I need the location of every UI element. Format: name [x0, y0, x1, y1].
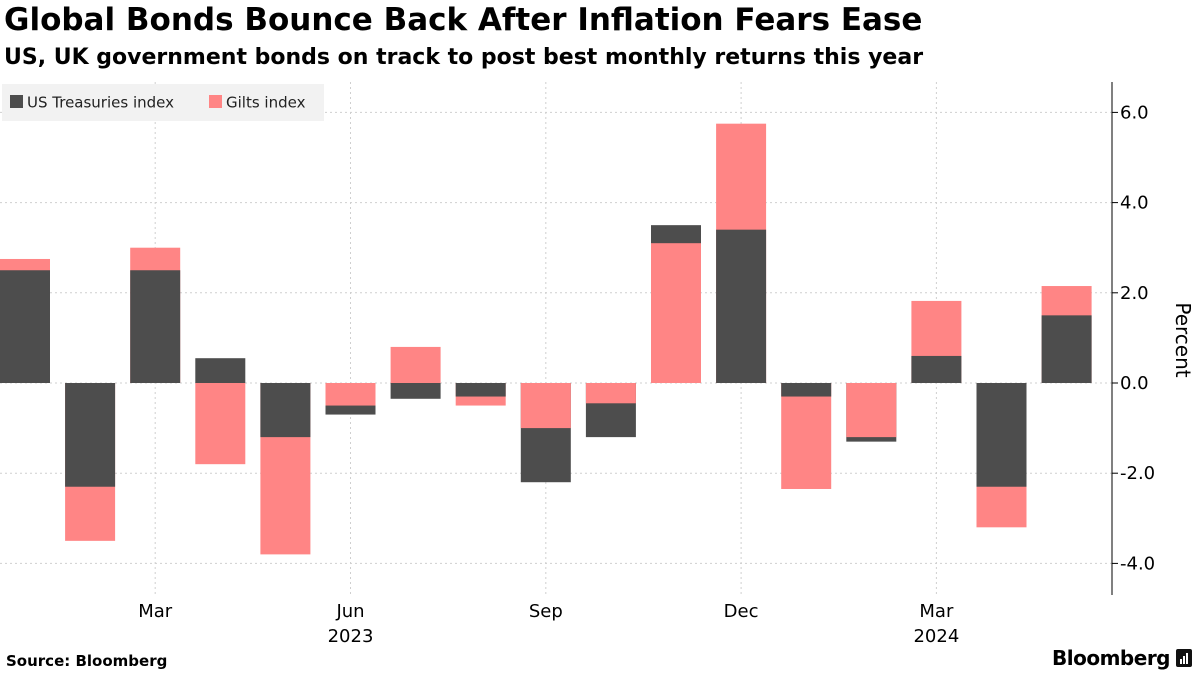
legend-swatch [209, 95, 222, 108]
bar-us-treasuries [455, 383, 506, 397]
legend-label: Gilts index [226, 94, 306, 112]
bar-us-treasuries [390, 383, 441, 399]
bar-us-treasuries [716, 229, 767, 383]
legend-swatch [10, 95, 23, 108]
bar-us-treasuries [911, 355, 962, 383]
bar-gilts [325, 383, 376, 406]
bar-us-treasuries [781, 383, 832, 397]
x-axis: Mar Jun Sep Dec Mar 2023 2024 [138, 601, 959, 647]
source-note: Source: Bloomberg [6, 652, 168, 670]
x-year-label: 2023 [328, 626, 374, 647]
bar-gilts [390, 346, 441, 383]
y-tick-label: -4.0 [1120, 553, 1155, 574]
bar-us-treasuries [65, 383, 116, 487]
brand-name: Bloomberg [1052, 646, 1170, 670]
brand-logo: Bloomberg [1052, 646, 1192, 670]
x-tick-label: Mar [919, 601, 954, 622]
bar-us-treasuries [195, 358, 246, 383]
y-axis-label: Percent [1171, 302, 1195, 377]
y-tick-label: 4.0 [1120, 193, 1149, 214]
y-tick-label: 2.0 [1120, 283, 1149, 304]
x-year-label: 2024 [913, 626, 959, 647]
chart-title: Global Bonds Bounce Back After Inflation… [4, 2, 923, 38]
bar-gilts [585, 383, 636, 404]
y-tick-label: 6.0 [1120, 102, 1149, 123]
bar-gilts [520, 383, 571, 429]
y-tick-label: 0.0 [1120, 373, 1149, 394]
bar-us-treasuries [130, 270, 181, 383]
bar-gilts [651, 243, 701, 383]
chart-subtitle: US, UK government bonds on track to post… [4, 45, 924, 70]
bar-us-treasuries [976, 383, 1027, 487]
y-tick-label: -2.0 [1120, 463, 1155, 484]
legend-label: US Treasuries index [27, 94, 174, 112]
bars [0, 123, 1092, 555]
legend-background [2, 84, 324, 121]
bar-gilts [781, 383, 832, 489]
legend: US Treasuries index Gilts index [2, 84, 324, 121]
x-tick-label: Jun [335, 601, 364, 622]
bar-us-treasuries [260, 383, 311, 438]
bloomberg-terminal-icon [1176, 649, 1192, 667]
y-axis: 6.0 4.0 2.0 0.0 -2.0 -4.0 Percent [1111, 82, 1195, 595]
x-tick-label: Mar [138, 601, 173, 622]
bar-gilts [846, 383, 897, 438]
x-tick-label: Sep [529, 601, 563, 622]
bar-us-treasuries [0, 270, 50, 383]
x-tick-label: Dec [724, 601, 759, 622]
bar-gilts [195, 383, 246, 465]
bar-us-treasuries [1041, 315, 1092, 383]
